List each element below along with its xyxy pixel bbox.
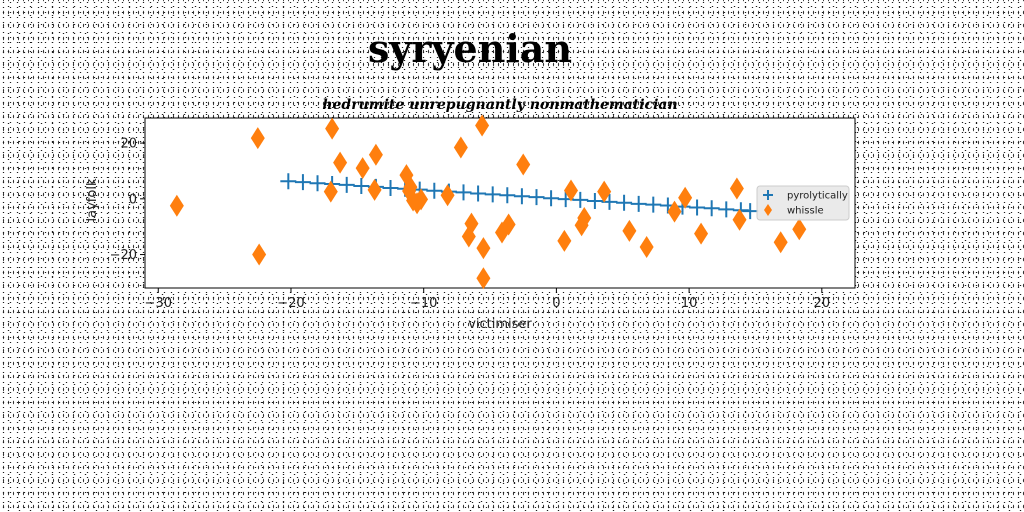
data-point-diamond [414, 188, 429, 211]
data-point-diamond [333, 151, 348, 174]
data-point-diamond [667, 200, 682, 223]
axes: −30 −20 −10 0 10 20 −20 0 20 [110, 117, 856, 311]
data-point-plus [470, 185, 487, 202]
x-tick-label: 10 [681, 296, 698, 311]
data-point-diamond [792, 218, 807, 241]
chart-title: syryenian [368, 26, 572, 71]
x-tick-label: 0 [552, 296, 560, 311]
data-point-diamond [516, 153, 531, 176]
data-point-diamond [773, 231, 788, 254]
data-point-diamond [453, 136, 468, 159]
data-point-diamond [476, 237, 491, 260]
data-point-plus [513, 188, 530, 205]
legend-label: whissle [787, 206, 824, 217]
data-point-plus [338, 176, 355, 193]
data-point-plus [280, 173, 297, 190]
y-axis-label: layfolk [85, 178, 100, 221]
x-axis-label: victimiser [468, 317, 532, 332]
data-point-diamond [577, 207, 592, 230]
legend-label: pyrolytically [787, 191, 848, 202]
legend-marker-diamond [764, 204, 772, 216]
x-tick-label: −30 [145, 296, 172, 311]
data-point-plus [499, 187, 516, 204]
data-point-diamond [475, 114, 490, 137]
data-point-plus [586, 193, 603, 210]
x-tick-label: 20 [814, 296, 831, 311]
data-point-plus [689, 199, 706, 216]
plot-frame [144, 117, 856, 289]
data-point-diamond [325, 117, 340, 140]
data-point-diamond [732, 208, 747, 231]
data-point-plus [426, 182, 443, 199]
legend-box [756, 185, 850, 221]
data-point-diamond [564, 179, 578, 202]
data-point-plus [382, 179, 399, 196]
y-tick-label: 20 [120, 137, 137, 152]
data-point-diamond [323, 180, 338, 203]
plot-background [145, 118, 855, 288]
data-point-diamond [367, 178, 382, 201]
data-point-diamond [501, 213, 516, 236]
data-point-plus [572, 191, 589, 208]
data-point-plus [353, 178, 370, 194]
data-point-diamond [252, 243, 267, 266]
legend: pyrolytically whissle [756, 185, 850, 221]
data-point-plus [455, 184, 472, 201]
data-point-plus [630, 195, 647, 212]
y-tick-label: −20 [110, 248, 137, 263]
data-point-diamond [368, 143, 383, 166]
data-point-plus [294, 174, 311, 191]
data-point-diamond [476, 267, 491, 290]
data-point-diamond [250, 127, 265, 150]
data-point-diamond [639, 236, 654, 259]
data-point-diamond [169, 194, 184, 217]
series-whissle [169, 114, 807, 290]
chart-subtitle: hedrumite unrepugnantly nonmathematician [322, 97, 677, 113]
data-point-diamond [729, 177, 744, 200]
data-point-plus [645, 196, 662, 213]
data-point-diamond [678, 186, 693, 209]
x-tick-label: −20 [277, 296, 304, 311]
data-point-plus [528, 189, 545, 206]
data-point-plus [742, 203, 759, 220]
data-point-diamond [355, 157, 370, 180]
y-tick-label: 0 [129, 192, 137, 207]
data-point-diamond [464, 212, 479, 235]
data-point-plus [309, 175, 326, 192]
x-tick-label: −10 [410, 296, 437, 311]
series-pyrolytically [280, 173, 759, 220]
plot-area [145, 118, 855, 288]
data-point-diamond [557, 229, 572, 252]
data-point-plus [703, 200, 720, 217]
data-point-plus [484, 186, 501, 203]
data-point-plus [616, 194, 633, 211]
data-point-plus [718, 201, 735, 218]
legend-marker-plus [763, 190, 773, 200]
data-point-diamond [597, 180, 612, 203]
data-point-diamond [694, 222, 709, 245]
data-point-diamond [440, 184, 455, 207]
data-point-diamond [622, 219, 637, 242]
data-point-plus [543, 190, 560, 207]
data-marks [169, 114, 807, 290]
